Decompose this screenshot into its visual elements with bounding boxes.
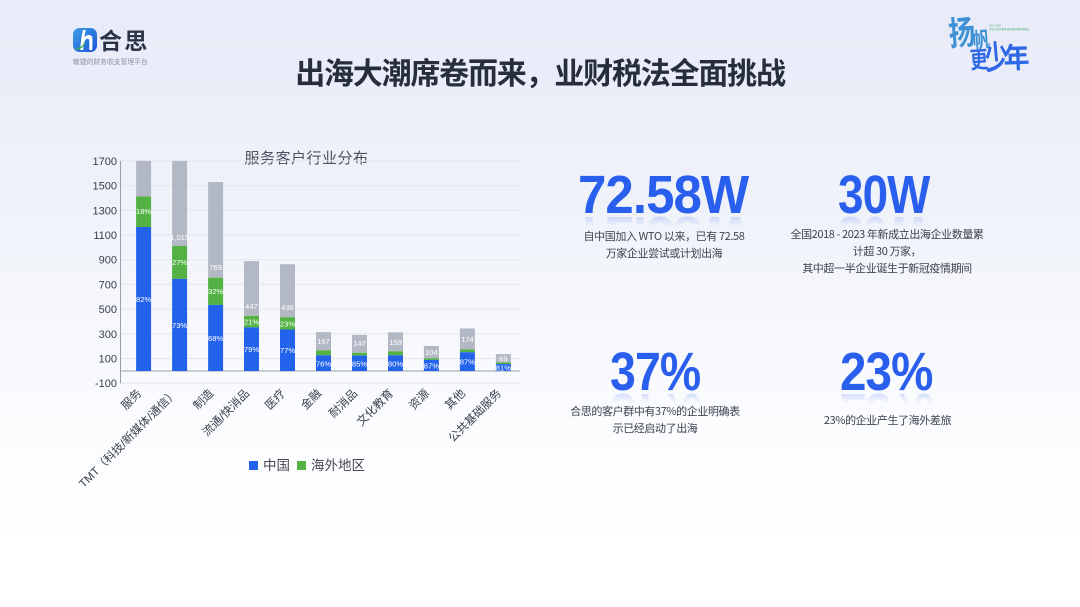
svg-text:21%: 21% [244, 318, 259, 327]
svg-text:79%: 79% [244, 345, 259, 354]
svg-text:82%: 82% [136, 295, 151, 304]
svg-text:69: 69 [499, 355, 507, 364]
svg-text:23%: 23% [280, 319, 295, 328]
svg-text:1,015: 1,015 [170, 233, 189, 242]
svg-text:1100: 1100 [93, 230, 117, 242]
svg-text:服务: 服务 [118, 386, 145, 413]
svg-text:87%: 87% [424, 362, 439, 371]
svg-text:300: 300 [99, 329, 117, 341]
svg-text:85%: 85% [352, 360, 367, 369]
svg-text:68%: 68% [208, 334, 223, 343]
svg-text:500: 500 [99, 304, 117, 316]
svg-text:769: 769 [209, 263, 222, 272]
svg-text:1300: 1300 [93, 205, 117, 217]
svg-text:-100: -100 [95, 378, 117, 390]
svg-text:其他: 其他 [443, 387, 469, 413]
svg-text:81%: 81% [496, 364, 511, 373]
svg-text:27%: 27% [172, 258, 187, 267]
svg-text:147: 147 [353, 339, 366, 348]
svg-text:100: 100 [99, 354, 117, 366]
svg-text:金融: 金融 [298, 386, 325, 413]
svg-text:447: 447 [245, 302, 258, 311]
svg-text:436: 436 [281, 303, 294, 312]
svg-text:104: 104 [425, 348, 438, 357]
svg-text:76%: 76% [316, 360, 331, 369]
svg-text:1500: 1500 [93, 181, 117, 193]
svg-text:159: 159 [389, 338, 402, 347]
svg-text:32%: 32% [208, 287, 223, 296]
svg-text:耐消品: 耐消品 [326, 386, 360, 420]
svg-text:174: 174 [461, 335, 474, 344]
svg-text:文化教育: 文化教育 [354, 386, 396, 428]
svg-text:制造: 制造 [190, 386, 217, 413]
svg-text:医疗: 医疗 [262, 386, 288, 412]
svg-text:1700: 1700 [93, 156, 117, 168]
svg-text:900: 900 [99, 255, 117, 267]
svg-text:77%: 77% [280, 346, 295, 355]
svg-text:80%: 80% [388, 360, 403, 369]
svg-text:18%: 18% [136, 207, 151, 216]
svg-text:73%: 73% [172, 321, 187, 330]
svg-text:167: 167 [317, 337, 330, 346]
svg-text:700: 700 [99, 279, 117, 291]
svg-text:87%: 87% [460, 358, 475, 367]
svg-text:资源: 资源 [406, 386, 433, 413]
